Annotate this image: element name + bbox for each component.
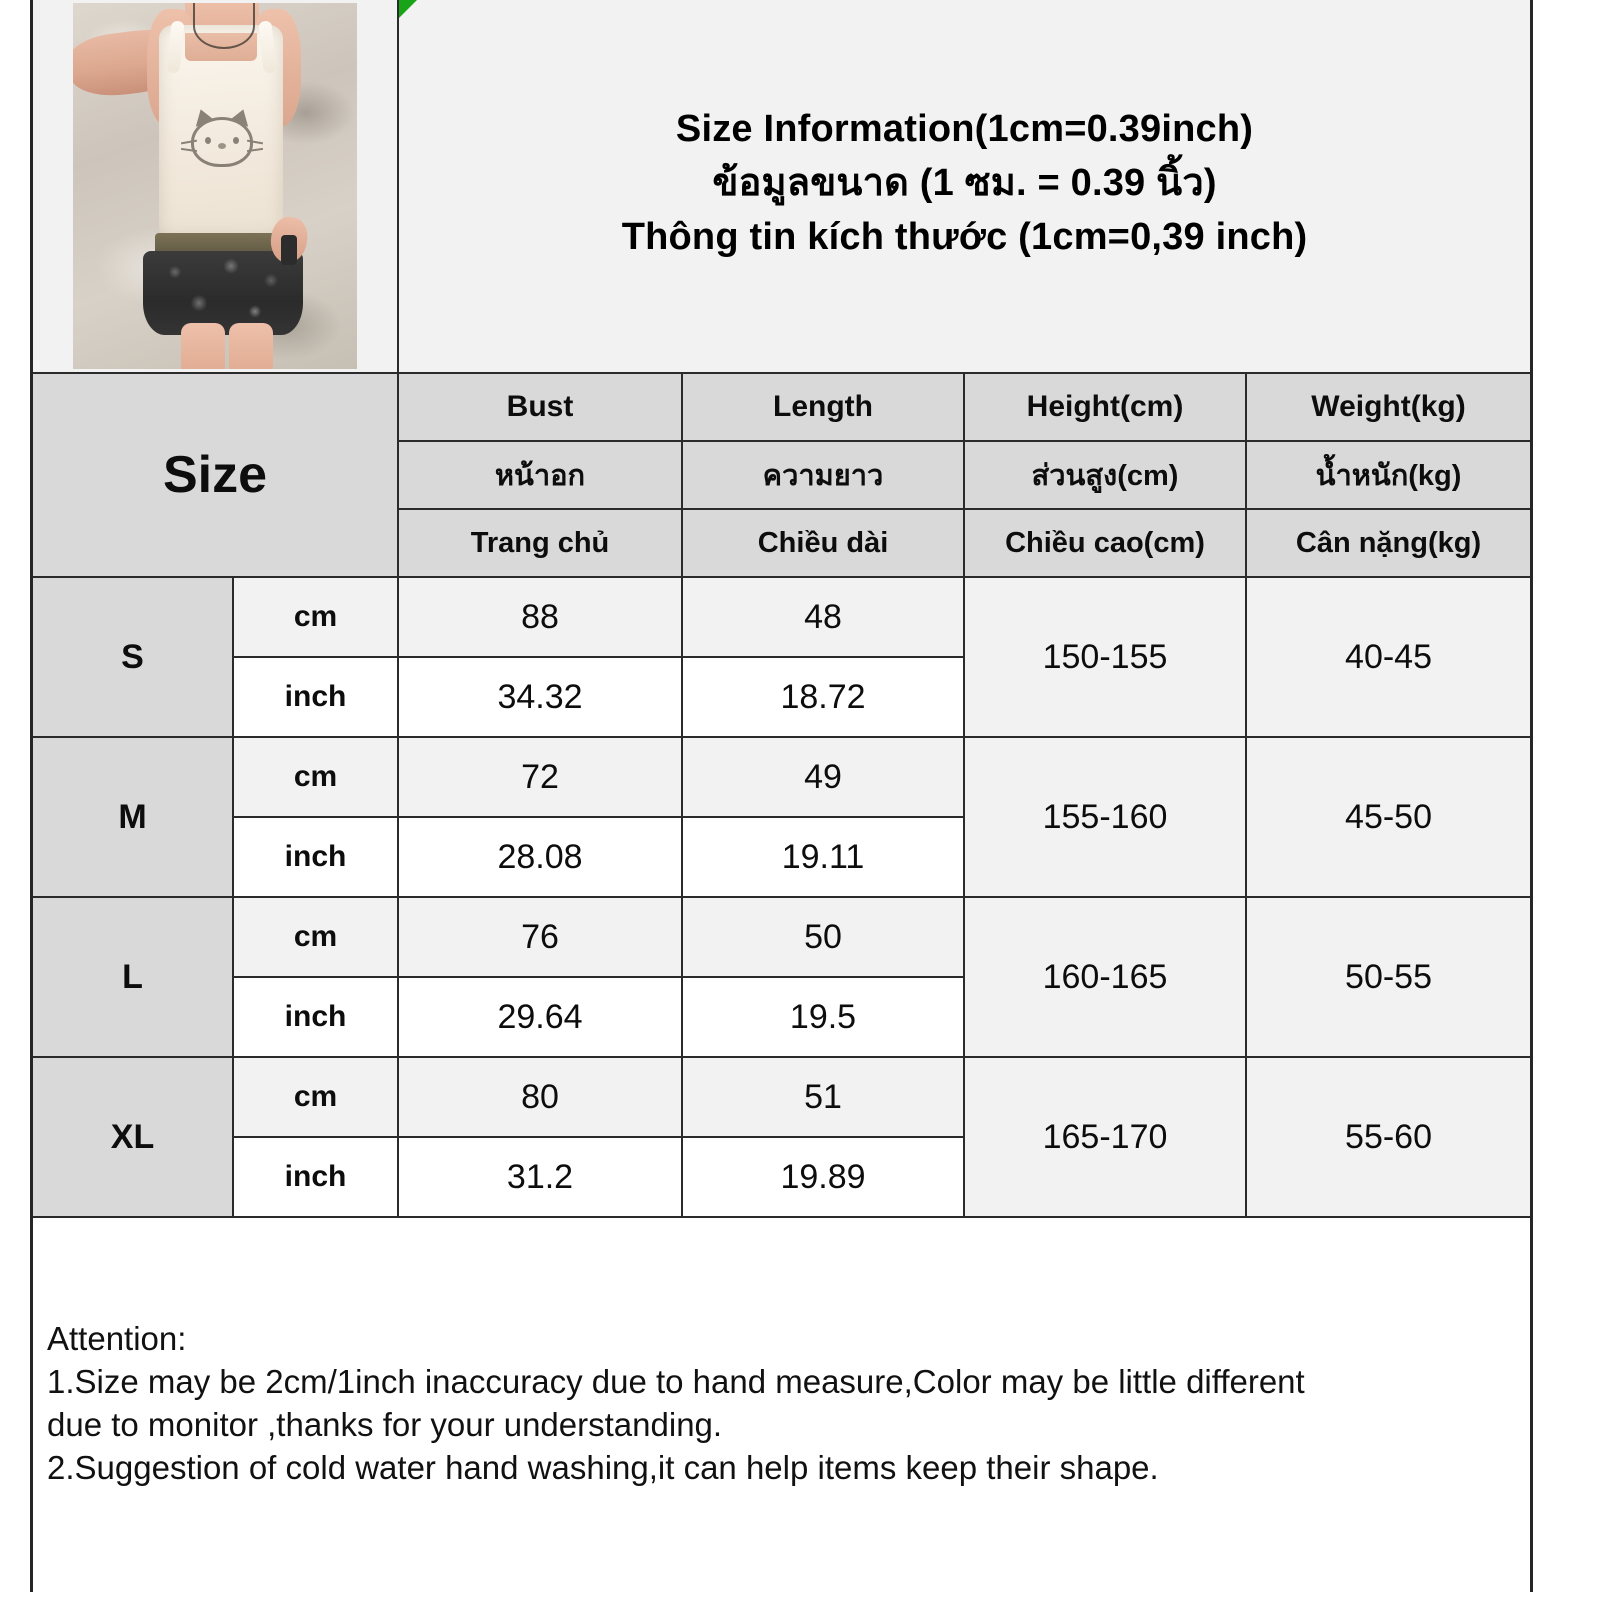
length-inch-m: 19.11 bbox=[681, 816, 965, 898]
kitty-eye-left bbox=[205, 137, 211, 144]
column-header-weight-th: น้ำหนัก(kg) bbox=[1244, 440, 1531, 510]
unit-label-cm: cm bbox=[232, 896, 399, 978]
unit-label-inch: inch bbox=[232, 1136, 399, 1218]
title-line-th: ข้อมูลขนาด (1 ซม. = 0.39 นิ้ว) bbox=[712, 162, 1217, 205]
bust-inch-s: 34.32 bbox=[397, 656, 683, 738]
column-header-bust-en: Bust bbox=[397, 372, 683, 442]
table-row: XL cm 80 51 165-170 55-60 bbox=[33, 1056, 1531, 1218]
bust-inch-m: 28.08 bbox=[397, 816, 683, 898]
weight-range-l: 50-55 bbox=[1244, 896, 1531, 1058]
table-row: inch 31.2 19.89 bbox=[33, 1136, 1530, 1218]
attention-line-3: 2.Suggestion of cold water hand washing,… bbox=[47, 1448, 1159, 1486]
bust-cm-l: 76 bbox=[397, 896, 683, 978]
length-cm-m: 49 bbox=[681, 736, 965, 818]
column-header-bust-th: หน้าอก bbox=[397, 440, 683, 510]
kitty-eye-right bbox=[233, 137, 239, 144]
length-cm-l: 50 bbox=[681, 896, 965, 978]
weight-range-xl: 55-60 bbox=[1244, 1056, 1531, 1218]
column-header-height-th: ส่วนสูง(cm) bbox=[963, 440, 1247, 510]
size-information-table: Size Information(1cm=0.39inch) ข้อมูลขนา… bbox=[33, 0, 1531, 1594]
bust-inch-l: 29.64 bbox=[397, 976, 683, 1058]
column-header-weight-vi: Cân nặng(kg) bbox=[1244, 508, 1531, 578]
column-header-length-en: Length bbox=[681, 372, 965, 442]
size-label-m: M bbox=[33, 736, 234, 898]
column-header-bust-vi: Trang chủ bbox=[397, 508, 683, 578]
bust-cm-s: 88 bbox=[397, 576, 683, 658]
weight-range-s: 40-45 bbox=[1244, 576, 1531, 738]
unit-label-inch: inch bbox=[232, 656, 399, 738]
column-header-row-en: Size Bust Length Height(cm) Weight(kg) bbox=[33, 372, 1531, 578]
column-header-length-th: ความยาว bbox=[681, 440, 965, 510]
length-cm-s: 48 bbox=[681, 576, 965, 658]
length-inch-s: 18.72 bbox=[681, 656, 965, 738]
title-band-row: Size Information(1cm=0.39inch) ข้อมูลขนา… bbox=[33, 0, 1531, 374]
attention-heading: Attention: bbox=[47, 1320, 187, 1358]
bust-cm-m: 72 bbox=[397, 736, 683, 818]
size-information-title-cell: Size Information(1cm=0.39inch) ข้อมูลขนา… bbox=[396, 0, 1531, 374]
column-header-height-en: Height(cm) bbox=[963, 372, 1247, 442]
length-inch-xl: 19.89 bbox=[681, 1136, 965, 1218]
table-row: inch 34.32 18.72 bbox=[33, 656, 1530, 738]
height-range-l: 160-165 bbox=[963, 896, 1247, 1058]
height-range-s: 150-155 bbox=[963, 576, 1247, 738]
title-line-vi: Thông tin kích thước (1cm=0,39 inch) bbox=[621, 215, 1308, 258]
size-chart-frame: Size Information(1cm=0.39inch) ข้อมูลขนา… bbox=[30, 0, 1533, 1594]
kitty-nose bbox=[218, 143, 226, 149]
table-row: L cm 76 50 160-165 50-55 bbox=[33, 896, 1531, 1058]
table-row: M cm 72 49 155-160 45-50 bbox=[33, 736, 1531, 898]
size-label-xl: XL bbox=[33, 1056, 234, 1218]
unit-label-cm: cm bbox=[232, 576, 399, 658]
photo-phone bbox=[281, 235, 297, 265]
photo-leg-left bbox=[181, 323, 225, 369]
length-inch-l: 19.5 bbox=[681, 976, 965, 1058]
photo-skirt bbox=[143, 251, 303, 335]
bust-cm-xl: 80 bbox=[397, 1056, 683, 1138]
hello-kitty-graphic bbox=[180, 106, 264, 167]
column-header-height-vi: Chiều cao(cm) bbox=[963, 508, 1247, 578]
attention-cell: Attention: 1.Size may be 2cm/1inch inacc… bbox=[33, 1216, 1531, 1594]
table-row: S cm 88 48 150-155 40-45 bbox=[33, 576, 1531, 738]
photo-leg-right bbox=[229, 323, 273, 369]
weight-range-m: 45-50 bbox=[1244, 736, 1531, 898]
length-cm-xl: 51 bbox=[681, 1056, 965, 1138]
column-header-weight-en: Weight(kg) bbox=[1244, 372, 1531, 442]
height-range-xl: 165-170 bbox=[963, 1056, 1247, 1218]
photo-necklace bbox=[193, 3, 255, 49]
size-label-l: L bbox=[33, 896, 234, 1058]
product-photo-cell bbox=[33, 0, 399, 374]
height-range-m: 155-160 bbox=[963, 736, 1247, 898]
unit-label-inch: inch bbox=[232, 976, 399, 1058]
size-label-s: S bbox=[33, 576, 234, 738]
table-row: inch 29.64 19.5 bbox=[33, 976, 1530, 1058]
unit-label-cm: cm bbox=[232, 1056, 399, 1138]
unit-label-cm: cm bbox=[232, 736, 399, 818]
attention-line-1: 1.Size may be 2cm/1inch inaccuracy due t… bbox=[47, 1363, 1305, 1401]
title-line-en: Size Information(1cm=0.39inch) bbox=[675, 108, 1254, 151]
column-header-row-vi: Trang chủ Chiều dài Chiều cao(cm) Cân nặ… bbox=[33, 508, 1531, 578]
column-header-length-vi: Chiều dài bbox=[681, 508, 965, 578]
bust-inch-xl: 31.2 bbox=[397, 1136, 683, 1218]
attention-row: Attention: 1.Size may be 2cm/1inch inacc… bbox=[33, 1216, 1531, 1594]
column-header-row-th: หน้าอก ความยาว ส่วนสูง(cm) น้ำหนัก(kg) bbox=[33, 440, 1531, 510]
green-corner-triangle-icon bbox=[399, 0, 417, 18]
product-photo bbox=[73, 3, 357, 369]
kitty-face bbox=[191, 117, 253, 167]
table-row: inch 28.08 19.11 bbox=[33, 816, 1530, 898]
size-column-header: Size bbox=[33, 372, 399, 578]
unit-label-inch: inch bbox=[232, 816, 399, 898]
attention-line-2: due to monitor ,thanks for your understa… bbox=[47, 1406, 723, 1443]
